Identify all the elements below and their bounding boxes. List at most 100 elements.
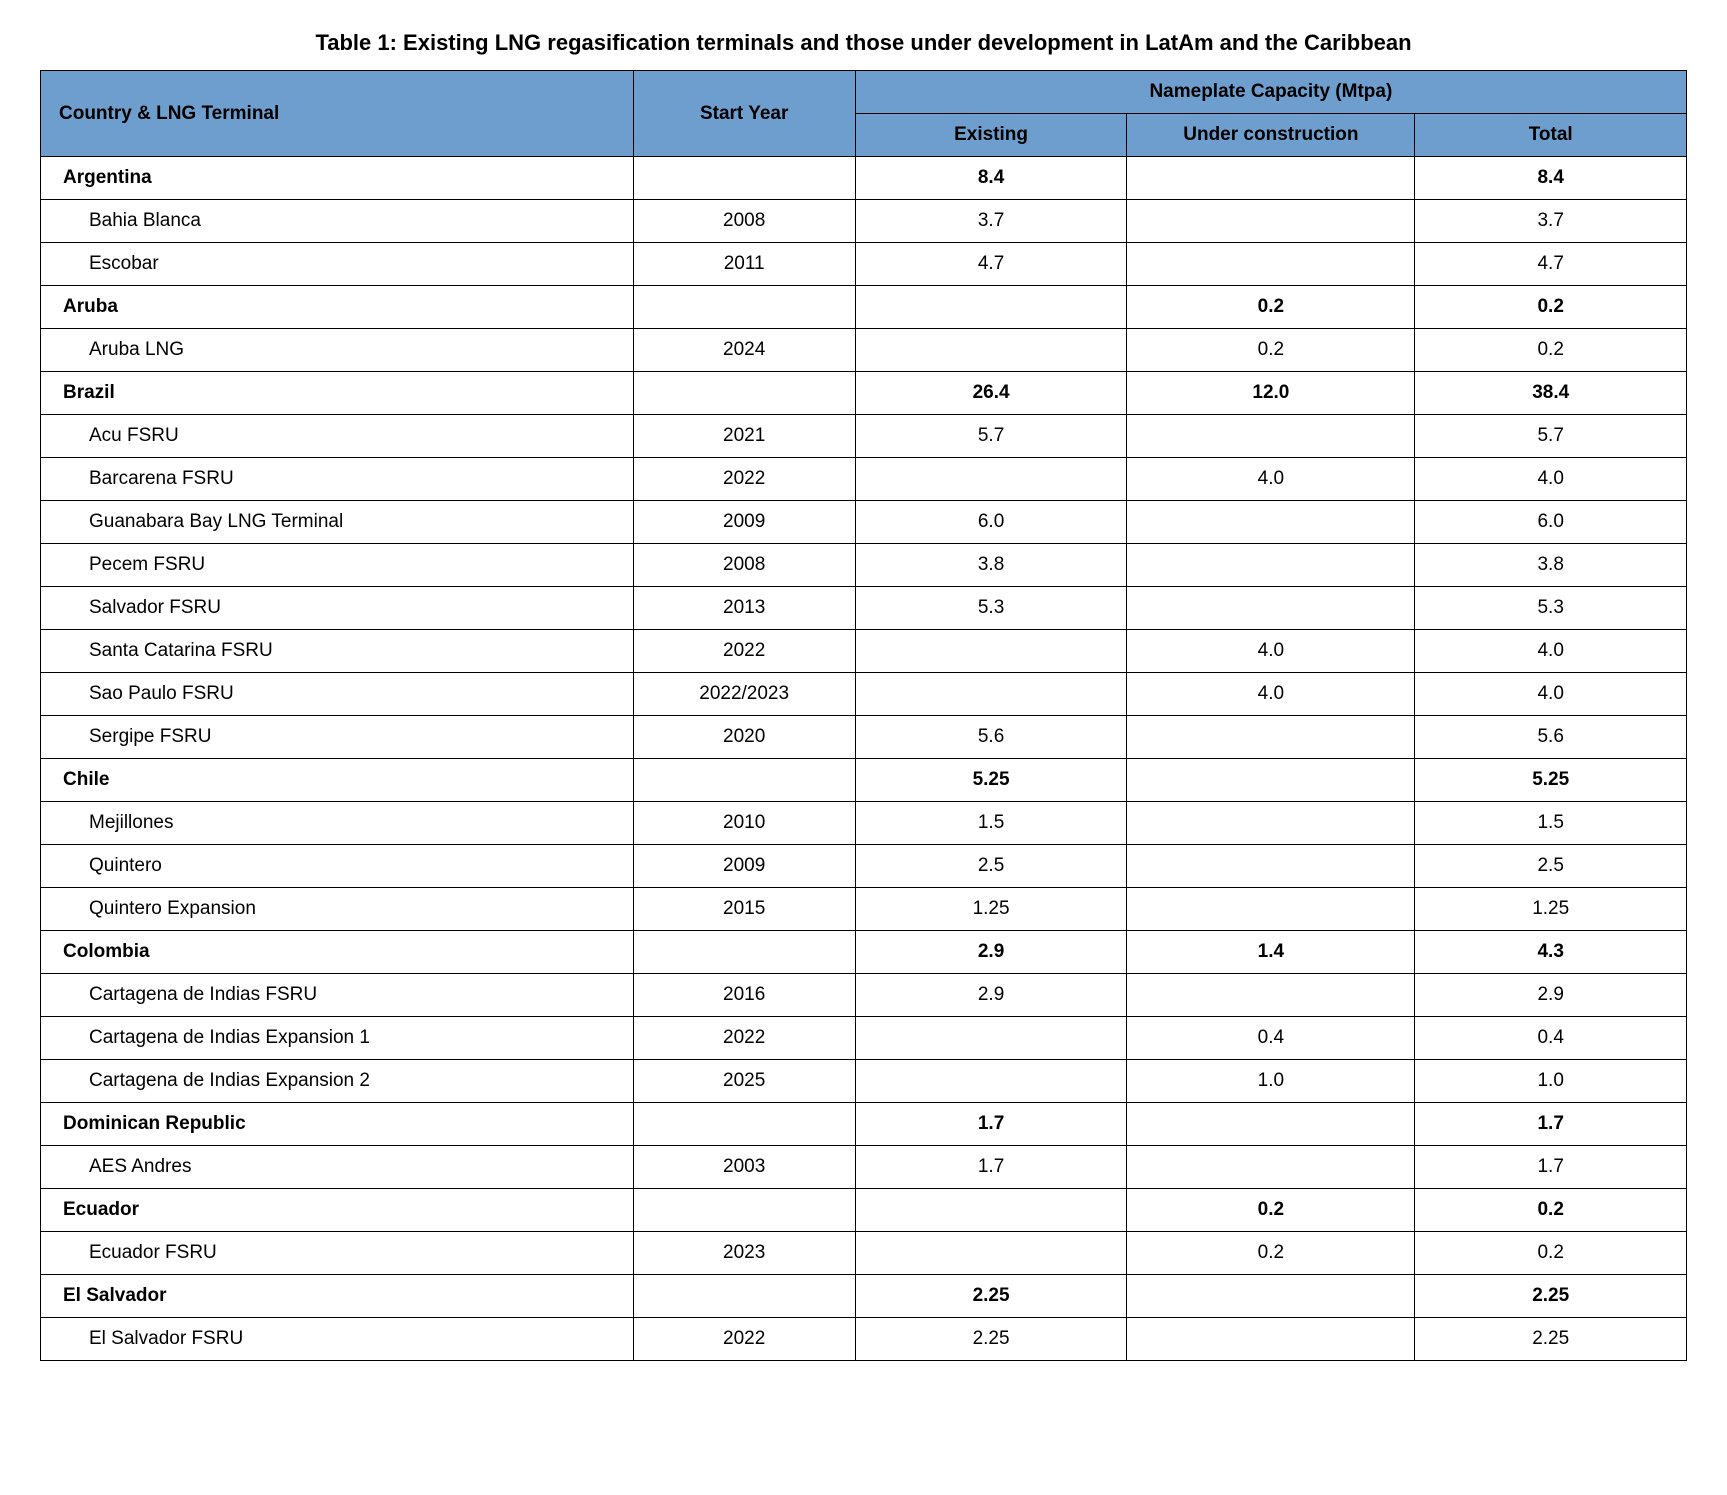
- terminal-start-year: 2009: [633, 845, 855, 888]
- country-total: 0.2: [1415, 286, 1687, 329]
- terminal-existing: [855, 630, 1127, 673]
- terminal-existing: 3.8: [855, 544, 1127, 587]
- terminal-start-year: 2008: [633, 200, 855, 243]
- terminal-name: Aruba LNG: [41, 329, 634, 372]
- country-name: Chile: [41, 759, 634, 802]
- country-row: Ecuador0.20.2: [41, 1189, 1687, 1232]
- country-total: 2.25: [1415, 1275, 1687, 1318]
- terminal-name: Acu FSRU: [41, 415, 634, 458]
- country-name: El Salvador: [41, 1275, 634, 1318]
- terminal-existing: 2.9: [855, 974, 1127, 1017]
- terminal-start-year: 2015: [633, 888, 855, 931]
- terminal-under-construction: [1127, 974, 1415, 1017]
- terminal-total: 3.8: [1415, 544, 1687, 587]
- terminal-existing: [855, 1017, 1127, 1060]
- terminal-total: 2.9: [1415, 974, 1687, 1017]
- country-row: El Salvador2.252.25: [41, 1275, 1687, 1318]
- terminal-under-construction: [1127, 200, 1415, 243]
- table-title: Table 1: Existing LNG regasification ter…: [40, 30, 1687, 56]
- country-row: Colombia2.91.44.3: [41, 931, 1687, 974]
- terminal-name: Ecuador FSRU: [41, 1232, 634, 1275]
- terminal-start-year: 2011: [633, 243, 855, 286]
- country-total: 5.25: [1415, 759, 1687, 802]
- terminal-under-construction: [1127, 544, 1415, 587]
- country-start-year: [633, 1103, 855, 1146]
- terminal-under-construction: 4.0: [1127, 673, 1415, 716]
- country-row: Aruba0.20.2: [41, 286, 1687, 329]
- country-start-year: [633, 759, 855, 802]
- country-name: Ecuador: [41, 1189, 634, 1232]
- country-under-construction: 0.2: [1127, 1189, 1415, 1232]
- terminal-name: Pecem FSRU: [41, 544, 634, 587]
- country-existing: [855, 1189, 1127, 1232]
- terminal-under-construction: [1127, 587, 1415, 630]
- terminal-total: 1.25: [1415, 888, 1687, 931]
- terminal-row: Aruba LNG20240.20.2: [41, 329, 1687, 372]
- terminal-under-construction: 0.2: [1127, 1232, 1415, 1275]
- terminal-total: 2.25: [1415, 1318, 1687, 1361]
- lng-terminals-table: Country & LNG Terminal Start Year Namepl…: [40, 70, 1687, 1361]
- country-under-construction: [1127, 157, 1415, 200]
- country-name: Argentina: [41, 157, 634, 200]
- terminal-existing: 1.25: [855, 888, 1127, 931]
- country-start-year: [633, 286, 855, 329]
- country-row: Chile5.255.25: [41, 759, 1687, 802]
- country-existing: 26.4: [855, 372, 1127, 415]
- terminal-start-year: 2023: [633, 1232, 855, 1275]
- terminal-row: Salvador FSRU20135.35.3: [41, 587, 1687, 630]
- terminal-existing: 5.7: [855, 415, 1127, 458]
- terminal-existing: [855, 1060, 1127, 1103]
- terminal-total: 1.0: [1415, 1060, 1687, 1103]
- country-row: Dominican Republic1.71.7: [41, 1103, 1687, 1146]
- terminal-start-year: 2022/2023: [633, 673, 855, 716]
- terminal-existing: 2.5: [855, 845, 1127, 888]
- terminal-name: Mejillones: [41, 802, 634, 845]
- header-start-year: Start Year: [633, 71, 855, 157]
- terminal-existing: [855, 458, 1127, 501]
- terminal-total: 4.0: [1415, 630, 1687, 673]
- terminal-row: Bahia Blanca20083.73.7: [41, 200, 1687, 243]
- table-body: Argentina8.48.4Bahia Blanca20083.73.7Esc…: [41, 157, 1687, 1361]
- terminal-total: 5.6: [1415, 716, 1687, 759]
- terminal-name: Cartagena de Indias Expansion 1: [41, 1017, 634, 1060]
- terminal-row: Cartagena de Indias Expansion 220251.01.…: [41, 1060, 1687, 1103]
- terminal-existing: 5.6: [855, 716, 1127, 759]
- terminal-total: 1.7: [1415, 1146, 1687, 1189]
- terminal-start-year: 2021: [633, 415, 855, 458]
- country-total: 4.3: [1415, 931, 1687, 974]
- country-existing: [855, 286, 1127, 329]
- terminal-existing: 6.0: [855, 501, 1127, 544]
- country-under-construction: 1.4: [1127, 931, 1415, 974]
- terminal-row: Cartagena de Indias FSRU20162.92.9: [41, 974, 1687, 1017]
- terminal-existing: 5.3: [855, 587, 1127, 630]
- terminal-name: Sergipe FSRU: [41, 716, 634, 759]
- terminal-under-construction: [1127, 243, 1415, 286]
- terminal-name: Santa Catarina FSRU: [41, 630, 634, 673]
- terminal-row: Guanabara Bay LNG Terminal20096.06.0: [41, 501, 1687, 544]
- terminal-under-construction: [1127, 501, 1415, 544]
- terminal-row: Quintero Expansion20151.251.25: [41, 888, 1687, 931]
- terminal-name: Bahia Blanca: [41, 200, 634, 243]
- terminal-row: Sao Paulo FSRU2022/20234.04.0: [41, 673, 1687, 716]
- country-under-construction: [1127, 759, 1415, 802]
- header-country: Country & LNG Terminal: [41, 71, 634, 157]
- terminal-row: Mejillones20101.51.5: [41, 802, 1687, 845]
- terminal-under-construction: [1127, 1146, 1415, 1189]
- terminal-start-year: 2025: [633, 1060, 855, 1103]
- header-total: Total: [1415, 114, 1687, 157]
- terminal-total: 0.2: [1415, 329, 1687, 372]
- terminal-total: 0.2: [1415, 1232, 1687, 1275]
- country-row: Brazil26.412.038.4: [41, 372, 1687, 415]
- header-existing: Existing: [855, 114, 1127, 157]
- country-under-construction: [1127, 1103, 1415, 1146]
- terminal-total: 2.5: [1415, 845, 1687, 888]
- terminal-total: 5.7: [1415, 415, 1687, 458]
- terminal-start-year: 2022: [633, 630, 855, 673]
- terminal-existing: [855, 329, 1127, 372]
- country-row: Argentina8.48.4: [41, 157, 1687, 200]
- terminal-start-year: 2010: [633, 802, 855, 845]
- country-under-construction: [1127, 1275, 1415, 1318]
- terminal-name: Salvador FSRU: [41, 587, 634, 630]
- terminal-row: Pecem FSRU20083.83.8: [41, 544, 1687, 587]
- terminal-start-year: 2022: [633, 458, 855, 501]
